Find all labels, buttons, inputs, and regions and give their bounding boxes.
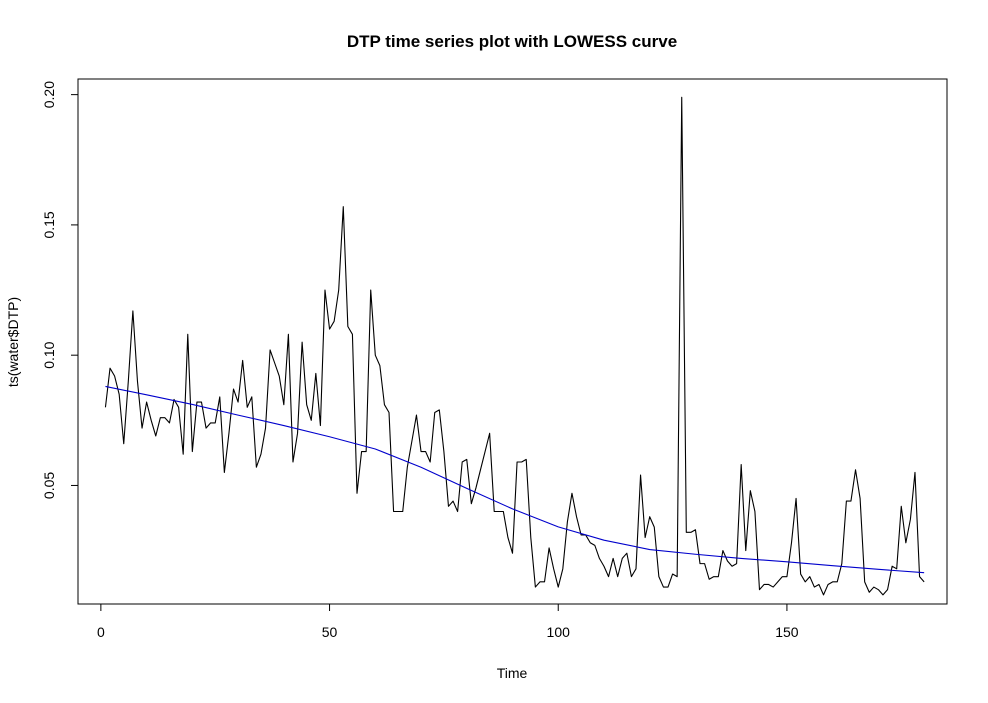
chart-title: DTP time series plot with LOWESS curve — [347, 32, 677, 51]
y-axis: 0.05 0.10 0.15 0.20 — [41, 81, 79, 499]
y-tick-label: 0.05 — [41, 472, 57, 499]
x-tick-label: 150 — [775, 624, 799, 640]
x-axis: 0 50 100 150 — [97, 603, 799, 640]
plot-frame — [77, 78, 948, 605]
y-tick-label: 0.20 — [41, 81, 57, 108]
lowess-curve-line — [105, 385, 925, 574]
x-tick-label: 100 — [547, 624, 571, 640]
y-tick-label: 0.15 — [41, 211, 57, 238]
x-axis-label: Time — [497, 665, 528, 681]
series-layer — [104, 96, 925, 596]
x-tick-label: 0 — [97, 624, 105, 640]
x-tick-label: 50 — [322, 624, 338, 640]
y-tick-label: 0.10 — [41, 341, 57, 368]
y-axis-label: ts(water$DTP) — [5, 297, 21, 387]
dtp-series-line — [104, 96, 925, 596]
